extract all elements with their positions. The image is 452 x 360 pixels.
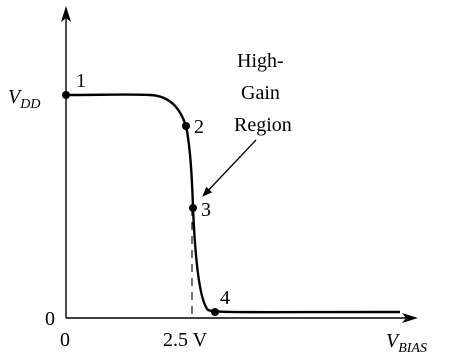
x-axis-label-sub: BIAS	[398, 341, 427, 356]
point-2-label: 2	[194, 116, 204, 138]
point-4-label: 4	[220, 287, 230, 309]
y-axis-label-sub: DD	[19, 97, 40, 112]
point-4-dot	[211, 308, 219, 316]
point-3-label: 3	[201, 199, 211, 221]
annotation-line-3: Region	[234, 114, 292, 136]
annotation-line-1: High-	[237, 50, 284, 72]
transfer-curve	[65, 93, 401, 314]
x-tick-label-2-5v: 2.5 V	[163, 329, 208, 351]
x-axis-label-main: V	[386, 330, 401, 352]
y-axis-arrowhead	[61, 6, 71, 22]
x-axis-label: VBIAS	[386, 330, 427, 356]
y-origin-label: 0	[45, 308, 55, 330]
y-axis-label-main: V	[8, 86, 23, 108]
point-1-dot	[62, 91, 70, 99]
annotation-arrow	[202, 139, 257, 197]
y-axis-label: VDD	[8, 86, 40, 112]
point-2-dot	[182, 122, 190, 130]
x-origin-label: 0	[60, 329, 70, 351]
x-axis-arrowhead	[402, 313, 418, 323]
point-3-dot	[189, 204, 197, 212]
annotation-line-2: Gain	[241, 82, 280, 104]
point-1-label: 1	[76, 70, 86, 92]
